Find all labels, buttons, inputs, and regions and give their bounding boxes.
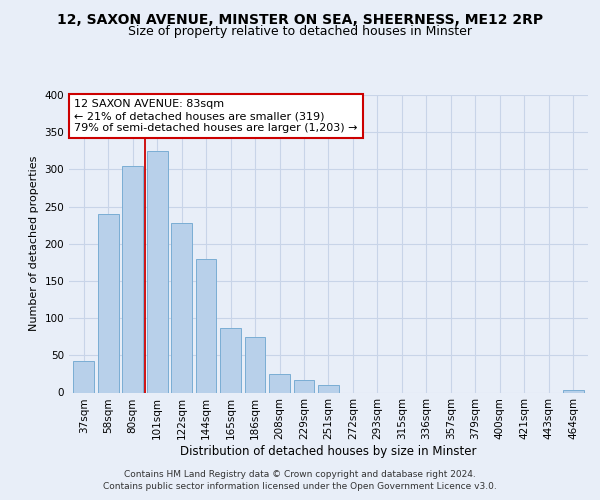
X-axis label: Distribution of detached houses by size in Minster: Distribution of detached houses by size … — [180, 445, 477, 458]
Text: Contains HM Land Registry data © Crown copyright and database right 2024.: Contains HM Land Registry data © Crown c… — [124, 470, 476, 479]
Y-axis label: Number of detached properties: Number of detached properties — [29, 156, 39, 332]
Bar — [147, 151, 167, 392]
Text: Size of property relative to detached houses in Minster: Size of property relative to detached ho… — [128, 25, 472, 38]
Bar — [171, 223, 192, 392]
Bar — [196, 258, 217, 392]
Bar — [318, 385, 339, 392]
Bar — [73, 362, 94, 392]
Bar — [220, 328, 241, 392]
Bar — [269, 374, 290, 392]
Bar — [563, 390, 584, 392]
Text: Contains public sector information licensed under the Open Government Licence v3: Contains public sector information licen… — [103, 482, 497, 491]
Bar — [98, 214, 119, 392]
Bar — [122, 166, 143, 392]
Bar — [245, 336, 265, 392]
Text: 12, SAXON AVENUE, MINSTER ON SEA, SHEERNESS, ME12 2RP: 12, SAXON AVENUE, MINSTER ON SEA, SHEERN… — [57, 12, 543, 26]
Text: 12 SAXON AVENUE: 83sqm
← 21% of detached houses are smaller (319)
79% of semi-de: 12 SAXON AVENUE: 83sqm ← 21% of detached… — [74, 100, 358, 132]
Bar — [293, 380, 314, 392]
